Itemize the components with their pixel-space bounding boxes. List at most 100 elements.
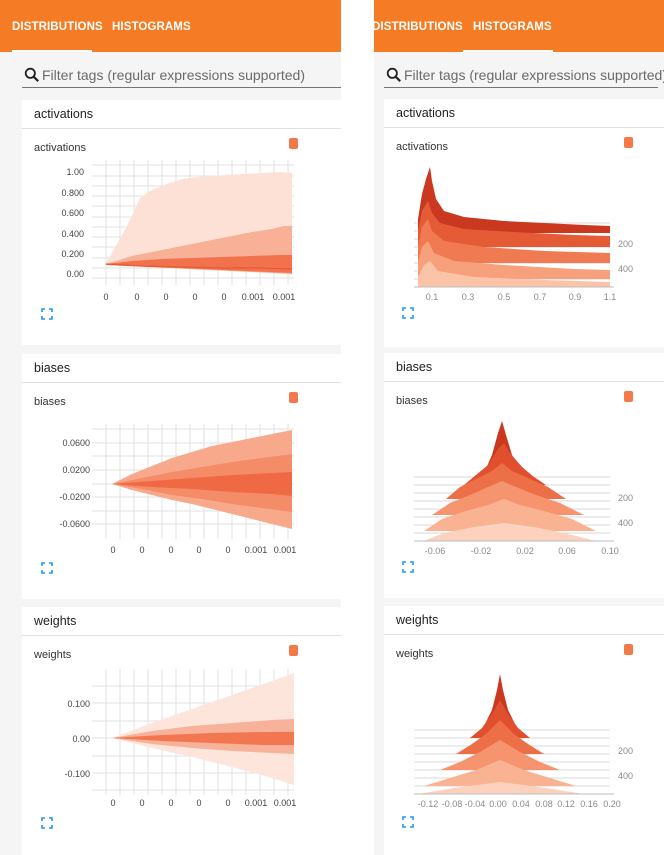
- card-header[interactable]: activations: [22, 100, 341, 129]
- x-tick: 0.9: [569, 292, 582, 302]
- x-tick: 0: [196, 545, 201, 555]
- y-tick: 0.400: [61, 229, 84, 239]
- x-tick: 0.3: [462, 292, 475, 302]
- y-tick: 0.00: [66, 269, 84, 279]
- expand-icon[interactable]: [41, 562, 53, 574]
- x-axis-labels: -0.06 -0.02 0.02 0.06 0.10: [425, 546, 619, 556]
- histogram-ridge: [470, 700, 530, 738]
- x-tick: 0.001: [274, 798, 297, 808]
- search-icon: [386, 67, 401, 82]
- chart-title: weights: [396, 648, 434, 660]
- y-axis-labels: 0.100 0.00 -0.100: [64, 699, 90, 779]
- x-tick: 0.7: [534, 292, 547, 302]
- expand-icon[interactable]: [402, 307, 414, 319]
- y-tick: -0.100: [64, 769, 90, 779]
- histogram-card-activations: activations activations 0.1 0.3 0.5 0.7 …: [384, 99, 664, 347]
- x-tick: 0: [139, 798, 144, 808]
- tab-distributions[interactable]: DISTRIBUTIONS: [12, 0, 103, 52]
- x-tick: -0.04: [465, 799, 486, 809]
- data-download-button[interactable]: [624, 644, 633, 655]
- y-tick: 400: [618, 518, 633, 528]
- distribution-chart: 0.100 0.00 -0.100 0 0 0 0 0 0.001 0.001: [64, 669, 296, 808]
- y-tick: 1.00: [66, 167, 84, 177]
- histogram-ridge: [424, 523, 596, 541]
- histogram-ridge: [424, 760, 576, 786]
- y-tick: -0.0600: [59, 519, 90, 529]
- x-tick: 0: [110, 545, 115, 555]
- y-tick: 0.600: [61, 208, 84, 218]
- histogram-ridge: [418, 782, 584, 794]
- histogram-ridge: [456, 720, 544, 754]
- x-tick: 0: [196, 798, 201, 808]
- data-download-button[interactable]: [289, 138, 298, 149]
- x-tick: -0.08: [442, 799, 463, 809]
- x-tick: 0.20: [603, 799, 621, 809]
- x-axis-labels: 0 0 0 0 0 0.001 0.001: [110, 798, 296, 808]
- data-download-button[interactable]: [289, 645, 298, 656]
- data-download-button[interactable]: [624, 391, 633, 402]
- x-tick: 0.16: [580, 799, 598, 809]
- x-tick: 0.06: [558, 546, 576, 556]
- x-tick: 0.001: [274, 545, 297, 555]
- y-tick: 0.00: [72, 734, 90, 744]
- expand-icon[interactable]: [41, 308, 53, 320]
- x-tick: -0.02: [471, 546, 492, 556]
- histogram-ridge: [418, 201, 610, 247]
- y-tick: 0.100: [67, 699, 90, 709]
- x-tick: 0: [110, 798, 115, 808]
- y-tick: 200: [618, 239, 633, 249]
- x-tick: 0.10: [601, 546, 619, 556]
- tab-distributions[interactable]: DISTRIBUTIONS: [374, 21, 463, 33]
- y-tick: 200: [618, 493, 633, 503]
- header-bar: DISTRIBUTIONS HISTOGRAMS: [374, 0, 664, 52]
- card-header[interactable]: biases: [22, 354, 341, 383]
- x-tick: 0: [221, 292, 226, 302]
- filter-input[interactable]: Filter tags (regular expressions support…: [384, 64, 664, 88]
- distribution-chart: 0.0600 0.0200 -0.0200 -0.0600 0 0 0 0 0 …: [59, 424, 297, 555]
- expand-icon[interactable]: [402, 561, 414, 573]
- x-tick: 0: [103, 292, 108, 302]
- y-tick: -0.0200: [59, 492, 90, 502]
- card-header[interactable]: activations: [384, 99, 664, 128]
- histogram-ridge: [418, 261, 610, 287]
- x-tick: 0.001: [242, 292, 265, 302]
- y-tick: 400: [618, 771, 633, 781]
- header-bar: DISTRIBUTIONS HISTOGRAMS: [0, 0, 341, 52]
- histogram-chart: 0.1 0.3 0.5 0.7 0.9 1.1 200 400: [414, 167, 633, 302]
- y-axis-labels: 200 400: [618, 493, 633, 528]
- data-download-button[interactable]: [289, 392, 298, 403]
- expand-icon[interactable]: [402, 816, 414, 828]
- tab-histograms[interactable]: HISTOGRAMS: [112, 21, 191, 33]
- x-tick: 1.1: [604, 292, 617, 302]
- card-header[interactable]: weights: [22, 607, 341, 636]
- tab-histograms[interactable]: HISTOGRAMS: [463, 0, 553, 52]
- distribution-card-biases: biases biases 0.0600 0.0200: [22, 354, 341, 599]
- x-tick: 0.001: [245, 545, 268, 555]
- x-tick: 0.08: [535, 799, 553, 809]
- y-axis-labels: 0.0600 0.0200 -0.0200 -0.0600: [59, 438, 90, 529]
- x-axis-labels: 0.1 0.3 0.5 0.7 0.9 1.1: [426, 292, 617, 302]
- filter-input[interactable]: Filter tags (regular expressions support…: [22, 64, 341, 88]
- chart-title: biases: [34, 396, 66, 408]
- chart-title: biases: [396, 395, 428, 407]
- x-axis-labels: -0.12 -0.08 -0.04 0.00 0.04 0.08 0.12 0.…: [418, 799, 621, 809]
- band-inner: [112, 732, 294, 745]
- x-tick: 0.00: [489, 799, 507, 809]
- filter-placeholder: Filter tags (regular expressions support…: [42, 67, 306, 83]
- histogram-ridge: [418, 241, 610, 279]
- data-download-button[interactable]: [624, 137, 633, 148]
- y-axis-labels: 200 400: [618, 239, 633, 274]
- x-tick: 0: [139, 545, 144, 555]
- x-tick: 0: [225, 545, 230, 555]
- histogram-ridge: [440, 740, 560, 770]
- card-header[interactable]: weights: [384, 606, 664, 635]
- x-tick: 0: [134, 292, 139, 302]
- card-header[interactable]: biases: [384, 353, 664, 382]
- histogram-ridge: [418, 219, 610, 263]
- expand-icon[interactable]: [41, 817, 53, 829]
- x-axis-labels: 0 0 0 0 0 0.001 0.001: [103, 292, 295, 302]
- distributions-pane: DISTRIBUTIONS HISTOGRAMS Filter tags (re…: [0, 0, 341, 829]
- x-tick: 0.02: [516, 546, 534, 556]
- band-inner: [112, 472, 292, 496]
- x-tick: 0: [168, 798, 173, 808]
